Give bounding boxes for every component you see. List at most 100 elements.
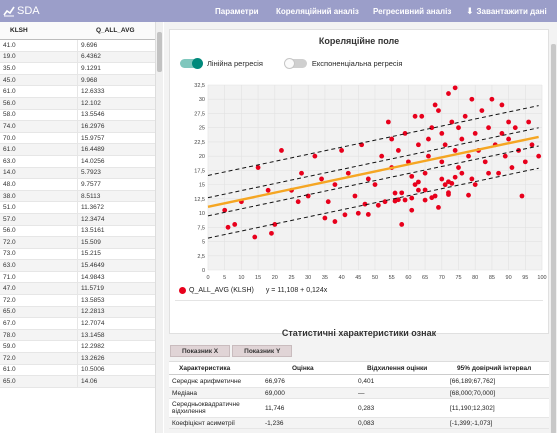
nav-regression[interactable]: Регресивний аналіз	[373, 6, 452, 16]
table-row[interactable]: 65.0 14.06	[0, 376, 162, 388]
panel-title: Кореляційне поле	[318, 36, 400, 46]
scatter-point	[332, 219, 338, 224]
x-tick-label: 90	[506, 275, 512, 281]
scatter-point	[402, 130, 408, 136]
cell-q-all-avg: 5.7923	[81, 169, 101, 177]
scatter-point	[385, 119, 391, 125]
main-scroll-thumb[interactable]	[551, 44, 556, 433]
table-row[interactable]: 61.0 10.5006	[0, 364, 162, 377]
table-row[interactable]: 72.0 15.509	[0, 237, 162, 249]
tab-x[interactable]: Показник X	[170, 345, 231, 357]
exp-toggle-label: Експоненціальна регресія	[311, 59, 403, 68]
table-row[interactable]: 48.0 9.7577	[0, 179, 162, 191]
app-logo: SDA	[3, 5, 63, 17]
x-tick-label: 45	[355, 275, 361, 281]
stats-col-dev: Відхилення оцінки	[367, 364, 428, 372]
cell-klsh: 61.0	[0, 144, 78, 155]
table-row[interactable]: 63.0 14.0256	[0, 155, 162, 168]
table-row[interactable]: 61.0 16.4489	[0, 144, 162, 156]
scatter-point	[399, 222, 405, 227]
cell-q-all-avg: 10.5006	[81, 366, 105, 374]
nav-params[interactable]: Параметри	[215, 6, 259, 16]
cell-klsh: 14.0	[0, 167, 78, 179]
nav-correlation[interactable]: Кореляційний аналіз	[276, 6, 359, 16]
cell-q-all-avg: 12.2982	[81, 343, 105, 351]
chart-legend: Q_ALL_AVG (KLSH) y = 11,108 + 0,124x	[179, 287, 327, 294]
scatter-point	[439, 130, 445, 136]
tab-y[interactable]: Показник Y	[232, 345, 293, 357]
scatter-point	[432, 193, 438, 199]
table-row[interactable]: 78.0 13.1458	[0, 329, 162, 342]
nav-download[interactable]: ⬇ Завантажити дані	[466, 0, 547, 22]
cell-klsh: 38.0	[0, 190, 78, 202]
x-tick-label: 30	[305, 275, 311, 281]
y-tick-label: 2,5	[197, 254, 205, 260]
col-q-all-avg[interactable]: Q_ALL_AVG	[96, 27, 135, 34]
stats-row: Медіана 69,000 — [68,000;70,000]	[169, 388, 549, 399]
table-row[interactable]: 70.0 15.9757	[0, 132, 162, 145]
table-row[interactable]: 57.0 12.3474	[0, 213, 162, 226]
table-row[interactable]: 56.0 12.102	[0, 97, 162, 110]
scatter-point	[389, 136, 395, 142]
table-row[interactable]: 41.0 9.696	[0, 40, 162, 52]
stats-cell: 69,000	[265, 389, 285, 397]
table-row[interactable]: 61.0 12.6333	[0, 86, 162, 98]
table-row[interactable]: 71.0 14.9843	[0, 271, 162, 284]
x-tick-label: 15	[255, 275, 261, 281]
table-row[interactable]: 58.0 13.5546	[0, 109, 162, 122]
table-row[interactable]: 67.0 12.7074	[0, 318, 162, 330]
table-row[interactable]: 51.0 11.3672	[0, 202, 162, 214]
scatter-point	[512, 125, 518, 131]
table-row[interactable]: 74.0 16.2976	[0, 121, 162, 133]
exp-toggle[interactable]	[283, 58, 307, 69]
table-row[interactable]: 72.0 13.5853	[0, 295, 162, 307]
cell-klsh: 63.0	[0, 260, 78, 271]
cell-klsh: 35.0	[0, 63, 78, 74]
table-row[interactable]: 14.0 5.7923	[0, 167, 162, 180]
cell-klsh: 56.0	[0, 225, 78, 237]
data-table-header: KLSH Q_ALL_AVG	[0, 22, 162, 40]
stats-table: Характеристика Оцінка Відхилення оцінки …	[169, 361, 549, 429]
scatter-point	[395, 148, 401, 153]
scatter-point	[469, 176, 475, 182]
stats-cell: 0,083	[358, 419, 375, 427]
cell-q-all-avg: 14.0256	[81, 157, 105, 165]
table-row[interactable]: 35.0 9.1291	[0, 63, 162, 75]
cell-q-all-avg: 8.5113	[81, 192, 101, 200]
scatter-point	[436, 108, 441, 114]
table-row[interactable]: 47.0 11.5719	[0, 283, 162, 296]
table-row[interactable]: 73.0 15.215	[0, 248, 162, 261]
cell-klsh: 58.0	[0, 109, 78, 121]
linear-toggle[interactable]	[180, 58, 203, 69]
table-row[interactable]: 59.0 12.2982	[0, 341, 162, 354]
legend-marker	[179, 287, 186, 294]
scatter-point	[342, 212, 348, 218]
table-row[interactable]: 63.0 15.4649	[0, 260, 162, 272]
cell-klsh: 57.0	[0, 213, 78, 225]
table-scroll-thumb[interactable]	[157, 32, 162, 72]
table-row[interactable]: 19.0 6.4362	[0, 51, 162, 64]
stats-cell: 66,976	[265, 377, 285, 385]
scatter-point	[365, 176, 371, 182]
scatter-point	[446, 91, 451, 96]
scatter-point	[402, 197, 408, 203]
stats-col-name: Характеристика	[179, 364, 231, 372]
download-label: Завантажити дані	[476, 6, 547, 16]
scatter-point	[509, 165, 515, 170]
table-row[interactable]: 45.0 9.968	[0, 74, 162, 87]
x-tick-label: 5	[223, 275, 226, 281]
main-scrollbar[interactable]	[550, 44, 557, 433]
table-row[interactable]: 56.0 13.5161	[0, 225, 162, 238]
table-row[interactable]: 65.0 12.2813	[0, 306, 162, 319]
table-scrollbar[interactable]	[155, 22, 163, 433]
x-tick-label: 75	[455, 275, 461, 281]
table-row[interactable]: 72.0 13.2626	[0, 353, 162, 365]
cell-klsh: 56.0	[0, 97, 78, 109]
stats-cell: [68,000;70,000]	[450, 389, 496, 397]
table-row[interactable]: 38.0 8.5113	[0, 190, 162, 203]
scatter-point	[426, 136, 431, 142]
stats-cell: [-1,399;-1,073]	[450, 419, 493, 427]
col-klsh[interactable]: KLSH	[10, 27, 28, 34]
scatter-point	[365, 212, 371, 217]
scatter-point	[489, 96, 495, 102]
